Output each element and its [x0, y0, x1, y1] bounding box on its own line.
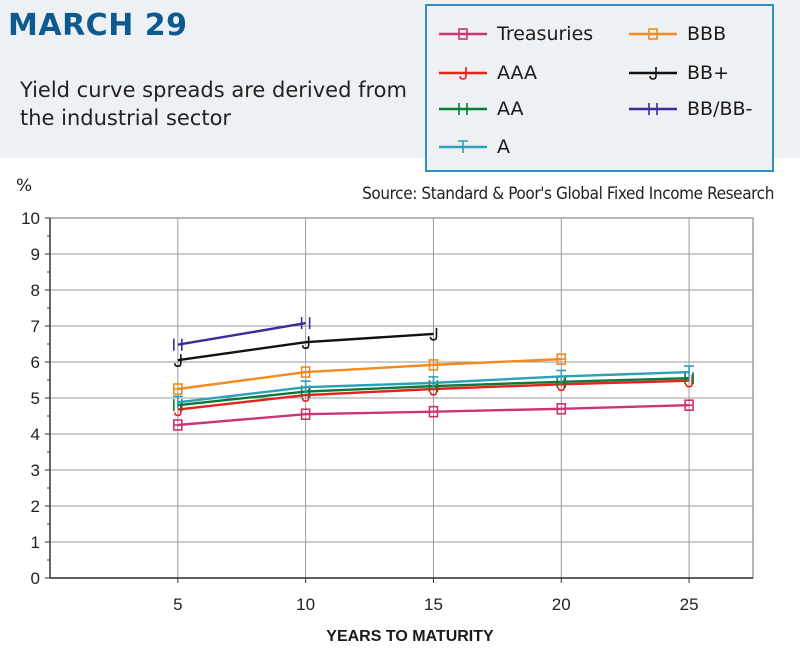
data-point [684, 372, 694, 385]
legend-item-bbb: BBB [625, 21, 726, 47]
legend-label-aa: AA [497, 98, 524, 120]
legend-swatch-bb-plus [629, 67, 677, 80]
data-point [173, 383, 183, 395]
x-tick-label: 5 [173, 595, 182, 614]
legend-swatch-bb-minus [629, 103, 677, 115]
x-tick-label: 15 [424, 595, 443, 614]
series-aaa [174, 374, 693, 417]
legend-swatch-a [439, 140, 487, 153]
data-point [301, 336, 310, 350]
data-point [556, 369, 567, 383]
y-tick-label: 6 [31, 353, 40, 372]
legend-swatch-aaa [439, 67, 487, 80]
legend-label-a: A [497, 136, 510, 158]
legend-marker [458, 140, 468, 153]
data-point [429, 327, 438, 341]
data-point [684, 399, 694, 412]
chart-legend: Treasuries AAA AA A BBB BB+ BB/BB- [425, 4, 774, 172]
y-tick-label: 9 [31, 245, 40, 264]
legend-item-treasuries: Treasuries [435, 21, 593, 47]
y-tick-label: 10 [21, 209, 40, 228]
data-point [300, 366, 311, 378]
y-tick-label: 8 [31, 281, 40, 300]
series-bb-bb- [173, 317, 311, 351]
x-tick-label: 25 [680, 595, 699, 614]
legend-label-bb-plus: BB+ [687, 62, 729, 84]
legend-marker [458, 28, 468, 40]
x-tick-label: 20 [552, 595, 571, 614]
data-point [300, 380, 311, 394]
legend-item-bb-minus: BB/BB- [625, 96, 752, 122]
data-point [557, 378, 566, 392]
data-point [684, 365, 695, 379]
legend-marker [648, 103, 658, 115]
data-point [300, 408, 311, 421]
y-tick-label: 2 [31, 497, 40, 516]
y-tick-label: 4 [31, 425, 40, 444]
data-point [428, 359, 439, 371]
series-bbb [173, 353, 567, 395]
data-point [429, 383, 438, 396]
legend-label-bbb: BBB [687, 23, 727, 45]
legend-label-aaa: AAA [497, 62, 538, 84]
source-note: Source: Standard & Poor's Global Fixed I… [362, 184, 774, 204]
data-point [300, 317, 311, 330]
legend-marker [649, 67, 657, 80]
legend-item-aaa: AAA [435, 60, 537, 86]
data-point [428, 405, 439, 418]
page-title: MARCH 29 [8, 8, 188, 43]
data-point [173, 419, 183, 431]
y-axis-unit-label: % [16, 176, 33, 196]
y-tick-label: 3 [31, 461, 40, 480]
legend-marker [459, 67, 467, 80]
y-tick-label: 7 [31, 317, 40, 336]
data-point [301, 389, 310, 402]
series-line [177, 321, 306, 346]
legend-marker [648, 28, 658, 40]
data-point [556, 353, 567, 365]
legend-marker [458, 103, 468, 115]
legend-swatch-aa [439, 103, 487, 115]
y-tick-label: 5 [31, 389, 40, 408]
x-axis-label: YEARS TO MATURITY [326, 628, 494, 645]
x-tick-label: 10 [296, 595, 315, 614]
series-a [172, 365, 695, 409]
legend-label-bb-minus: BB/BB- [687, 98, 753, 120]
legend-label-treasuries: Treasuries [497, 23, 594, 45]
legend-item-bb-plus: BB+ [625, 60, 729, 86]
data-point [174, 354, 182, 368]
legend-item-aa: AA [435, 96, 524, 122]
series-treasuries [173, 399, 694, 431]
y-tick-label: 0 [31, 569, 40, 588]
legend-swatch-bbb [629, 28, 677, 40]
data-point [173, 338, 183, 351]
series-line [177, 332, 434, 362]
legend-swatch-treasuries [439, 28, 487, 40]
series-line [177, 357, 562, 391]
data-point [174, 403, 182, 417]
data-point [172, 395, 183, 409]
series-line [177, 379, 690, 411]
data-point [428, 376, 439, 389]
data-point [685, 374, 693, 388]
y-tick-label: 1 [31, 533, 40, 552]
data-point [556, 402, 567, 415]
legend-item-a: A [435, 134, 510, 160]
page-subtitle: Yield curve spreads are derived from the… [20, 78, 407, 130]
series-bb- [174, 327, 438, 368]
